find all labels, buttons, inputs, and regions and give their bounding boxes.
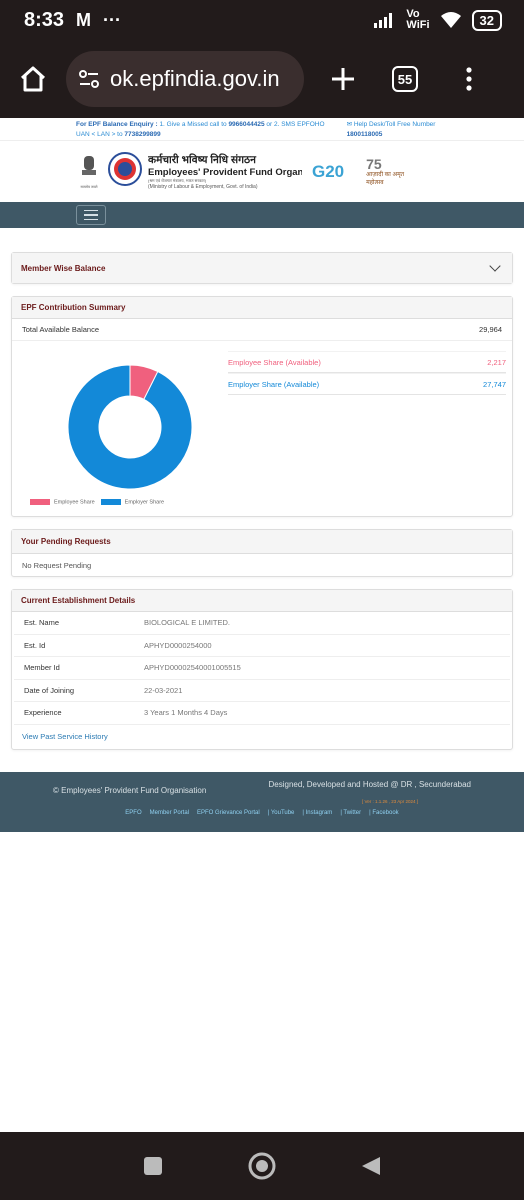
total-balance-row: Total Available Balance 29,964 (12, 319, 512, 341)
carrier-icon: M (76, 9, 92, 30)
balance-enquiry-bar: For EPF Balance Enquiry : 1. Give a Miss… (0, 118, 524, 140)
establishment-table: Est. Name BIOLOGICAL E LIMITED. Est. Id AP… (12, 612, 512, 725)
table-row: Est. Name BIOLOGICAL E LIMITED. (14, 612, 510, 635)
chart-legend: Employee Share Employer Share (30, 499, 164, 505)
footer-link-twitter[interactable]: | Twitter (340, 809, 362, 816)
national-emblem-logo: सत्यमेव जयते (78, 154, 100, 190)
web-page: For EPF Balance Enquiry : 1. Give a Miss… (0, 118, 524, 1132)
footer-links: EPFO Member Portal EPFO Grievance Portal… (0, 810, 524, 816)
browser-toolbar: ok.epfindia.gov.in 55 (0, 40, 524, 118)
address-bar[interactable]: ok.epfindia.gov.in (66, 51, 304, 107)
establishment-panel: Current Establishment Details Est. Name B… (11, 589, 513, 750)
status-left: 8:33 M ··· (24, 9, 121, 32)
pending-requests-header: Your Pending Requests (12, 530, 512, 554)
clock: 8:33 (24, 8, 65, 31)
footer-link-member-portal[interactable]: Member Portal (149, 809, 189, 816)
table-row: Date of Joining 22-03-2021 (14, 680, 510, 702)
home-button-icon[interactable] (247, 1151, 277, 1181)
enquiry-text: For EPF Balance Enquiry : 1. Give a Miss… (76, 121, 325, 138)
donut-slice-employer[interactable] (67, 364, 193, 490)
status-right: Vo WiFi 32 (374, 9, 502, 31)
table-row: Est. Id APHYD0000254000 (14, 635, 510, 657)
share-donut-chart (67, 364, 193, 490)
url-text: ok.epfindia.gov.in (110, 66, 280, 91)
wifi-icon (440, 12, 461, 28)
member-wise-balance-panel[interactable]: Member Wise Balance (11, 252, 513, 284)
back-icon[interactable] (360, 1155, 382, 1177)
share-chart: Employee Share Employer Share (12, 341, 222, 516)
g20-logo: G20 (312, 161, 345, 181)
employee-share-row: Employee Share (Available) 2,217 (228, 351, 506, 373)
footer-link-epfo[interactable]: EPFO (125, 809, 142, 816)
footer-link-instagram[interactable]: | Instagram (302, 809, 333, 816)
chevron-down-icon[interactable] (489, 260, 501, 272)
contribution-summary-panel: EPF Contribution Summary Total Available… (11, 296, 513, 517)
system-nav-bar (0, 1132, 524, 1200)
member-wise-balance-header[interactable]: Member Wise Balance (12, 253, 512, 283)
contribution-summary-header: EPF Contribution Summary (12, 297, 512, 319)
contribution-body: Employee Share Employer Share Employee S… (12, 341, 512, 516)
azadi-ka-amrit-mahotsav-logo: 75 आज़ादी का अमृत महोत्सव (366, 155, 405, 186)
brand-header: सत्यमेव जयते कर्मचारी भविष्य निधि संगठन … (0, 140, 524, 202)
battery-icon: 32 (471, 9, 502, 31)
table-row: Experience 3 Years 1 Months 4 Days (14, 702, 510, 725)
table-row: Member Id APHYD00002540001005515 (14, 657, 510, 680)
envelope-icon: ✉ (346, 121, 353, 128)
pending-requests-text: No Request Pending (22, 560, 92, 570)
footer-link-youtube[interactable]: | YouTube (267, 809, 295, 816)
more-notifications-icon: ··· (103, 9, 122, 30)
employer-share-row: Employer Share (Available) 27,747 (228, 373, 506, 395)
org-name-block: कर्मचारी भविष्य निधि संगठन Employees' Pr… (148, 154, 302, 190)
helpdesk: ✉ Help Desk/Toll Free Number 1800118005 (346, 121, 436, 138)
site-footer: © Employees' Provident Fund Organisation… (0, 771, 524, 832)
establishment-header: Current Establishment Details (12, 590, 512, 612)
recents-icon[interactable] (142, 1155, 164, 1177)
signal-icon (374, 13, 393, 28)
site-settings-icon[interactable] (78, 68, 100, 90)
view-past-service-link[interactable]: View Past Service History (22, 731, 108, 741)
shares-list: Employee Share (Available) 2,217 Employe… (222, 341, 512, 516)
vowifi-label: Vo WiFi (406, 8, 430, 31)
nav-strip (0, 202, 524, 228)
footer-link-grievance[interactable]: EPFO Grievance Portal (197, 809, 260, 816)
home-icon[interactable] (18, 64, 48, 94)
footer-link-facebook[interactable]: | Facebook (369, 809, 399, 816)
status-bar: 8:33 M ··· Vo WiFi 32 (0, 0, 524, 40)
more-menu-icon[interactable] (464, 66, 474, 92)
pending-requests-panel: Your Pending Requests No Request Pending (11, 529, 513, 577)
legend-employer[interactable]: Employer Share (100, 499, 164, 505)
version-text: [ Ver : 1.1.26 , 23 Apr 2024 ] (361, 798, 418, 804)
new-tab-icon[interactable] (330, 66, 356, 92)
main-content: Member Wise Balance EPF Contribution Sum… (0, 228, 524, 772)
legend-employee[interactable]: Employee Share (30, 499, 95, 505)
hamburger-menu-icon[interactable] (76, 205, 106, 225)
footer-top: © Employees' Provident Fund Organisation… (53, 779, 471, 795)
epfo-logo (108, 152, 142, 191)
tab-switcher-button[interactable]: 55 (392, 66, 418, 92)
